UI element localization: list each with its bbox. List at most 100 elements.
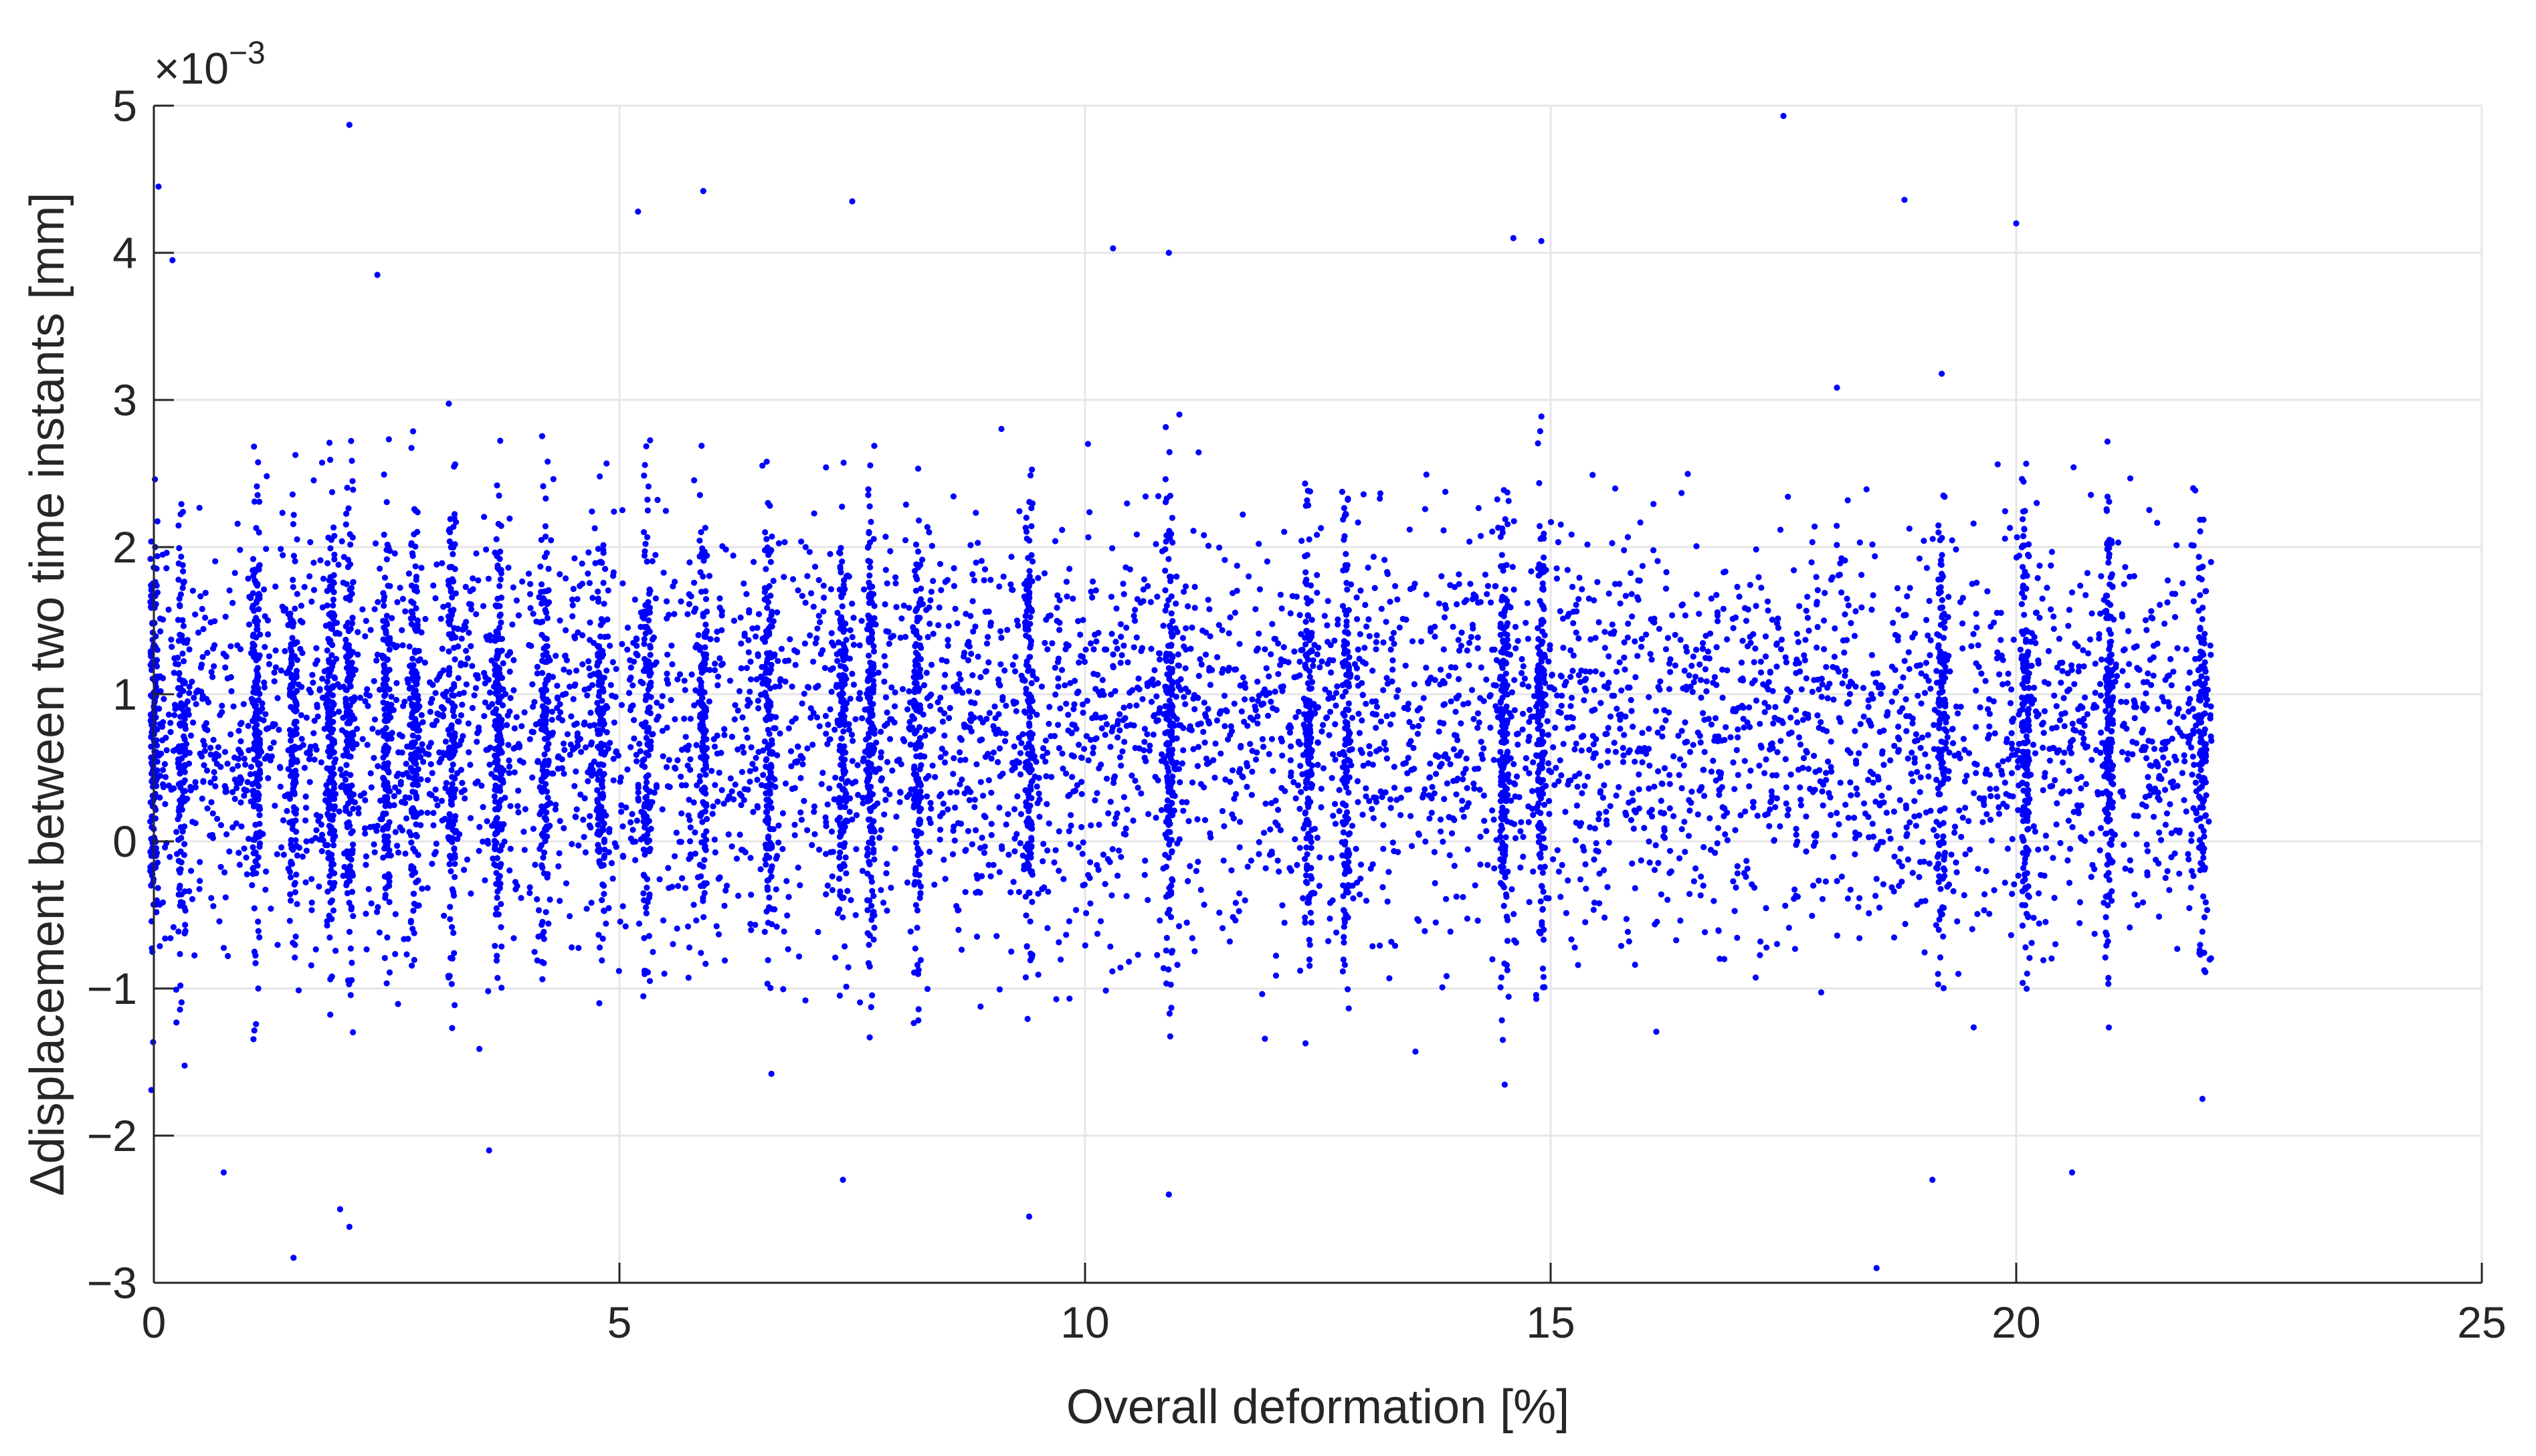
data-point: [830, 642, 837, 649]
data-point: [1785, 494, 1791, 500]
data-point: [361, 825, 369, 832]
data-point: [242, 761, 249, 768]
data-point: [1829, 574, 1836, 581]
data-point: [1193, 867, 1199, 874]
data-point: [584, 692, 591, 699]
data-point: [1182, 665, 1189, 671]
data-point: [1103, 721, 1110, 728]
data-point: [2167, 779, 2174, 786]
data-point: [736, 688, 743, 695]
data-point: [1530, 868, 1537, 875]
data-point: [2185, 856, 2192, 863]
data-point: [1690, 653, 1696, 660]
data-point: [1714, 612, 1721, 619]
data-point: [1456, 581, 1462, 587]
data-point: [1787, 714, 1794, 721]
data-point: [943, 658, 950, 665]
data-point: [2176, 829, 2183, 836]
data-point: [583, 906, 590, 912]
data-point: [1359, 717, 1365, 724]
data-point: [1578, 820, 1585, 827]
data-point: [237, 750, 244, 757]
data-point: [1848, 620, 1854, 627]
data-point: [2035, 846, 2042, 853]
data-point: [506, 668, 513, 675]
data-point: [1017, 840, 1023, 847]
data-point: [2183, 808, 2189, 815]
data-point: [1700, 882, 1706, 889]
data-point: [1474, 710, 1481, 717]
data-point: [1327, 657, 1333, 663]
data-point: [1314, 589, 1321, 596]
data-point: [672, 716, 678, 722]
data-point: [1141, 747, 1147, 754]
data-point: [1132, 607, 1139, 613]
data-point: [1692, 865, 1699, 872]
data-point: [1447, 582, 1454, 589]
data-point: [1730, 759, 1737, 766]
data-point: [506, 770, 512, 776]
data-point: [1757, 720, 1763, 727]
data-point: [747, 658, 754, 665]
data-point: [2060, 695, 2067, 702]
data-point: [2124, 682, 2131, 689]
data-point: [1849, 680, 1856, 687]
data-point: [1708, 595, 1715, 602]
data-point: [789, 684, 795, 690]
data-point: [1666, 709, 1672, 716]
data-point: [1468, 687, 1476, 694]
data-point: [384, 934, 391, 941]
data-point: [883, 870, 890, 877]
data-point: [1400, 760, 1407, 767]
data-point: [470, 575, 476, 582]
data-point: [211, 768, 217, 776]
data-point: [1647, 651, 1654, 657]
data-point: [2061, 749, 2068, 756]
data-point: [1856, 935, 1863, 942]
data-point: [605, 633, 611, 640]
data-point: [1808, 559, 1815, 566]
data-point: [1440, 646, 1447, 653]
data-point: [688, 671, 695, 678]
data-point: [368, 900, 375, 907]
data-point: [2034, 500, 2040, 506]
data-point: [957, 676, 964, 683]
data-point: [1890, 934, 1898, 941]
data-point: [1476, 719, 1482, 726]
data-point: [600, 542, 607, 548]
data-point: [1369, 861, 1376, 867]
data-point: [721, 957, 728, 964]
data-point: [1450, 746, 1457, 752]
data-point: [336, 808, 343, 815]
data-point: [892, 845, 898, 852]
data-point: [2010, 636, 2017, 643]
data-point: [2004, 845, 2011, 852]
data-point: [1416, 722, 1422, 730]
data-point: [924, 986, 931, 993]
data-point: [1696, 661, 1703, 668]
data-point: [2098, 656, 2105, 663]
data-point: [1228, 728, 1236, 734]
data-point: [642, 548, 648, 554]
data-point: [1502, 586, 1508, 593]
data-point: [1222, 723, 1228, 730]
data-point: [425, 744, 432, 750]
data-point: [1699, 645, 1706, 652]
data-point: [231, 776, 238, 783]
data-point: [1913, 731, 1919, 738]
data-point: [719, 660, 726, 667]
data-point: [687, 756, 694, 762]
data-point: [1865, 704, 1872, 710]
data-point: [279, 510, 286, 516]
data-point: [1240, 774, 1246, 781]
data-point: [852, 912, 859, 918]
data-point: [1011, 743, 1017, 750]
data-point: [1655, 768, 1662, 774]
data-point: [1256, 586, 1263, 593]
data-point: [1902, 920, 1909, 928]
data-point: [2181, 752, 2187, 758]
data-point: [627, 835, 634, 842]
data-point: [718, 608, 725, 615]
data-point: [755, 705, 762, 712]
data-point: [550, 476, 557, 483]
